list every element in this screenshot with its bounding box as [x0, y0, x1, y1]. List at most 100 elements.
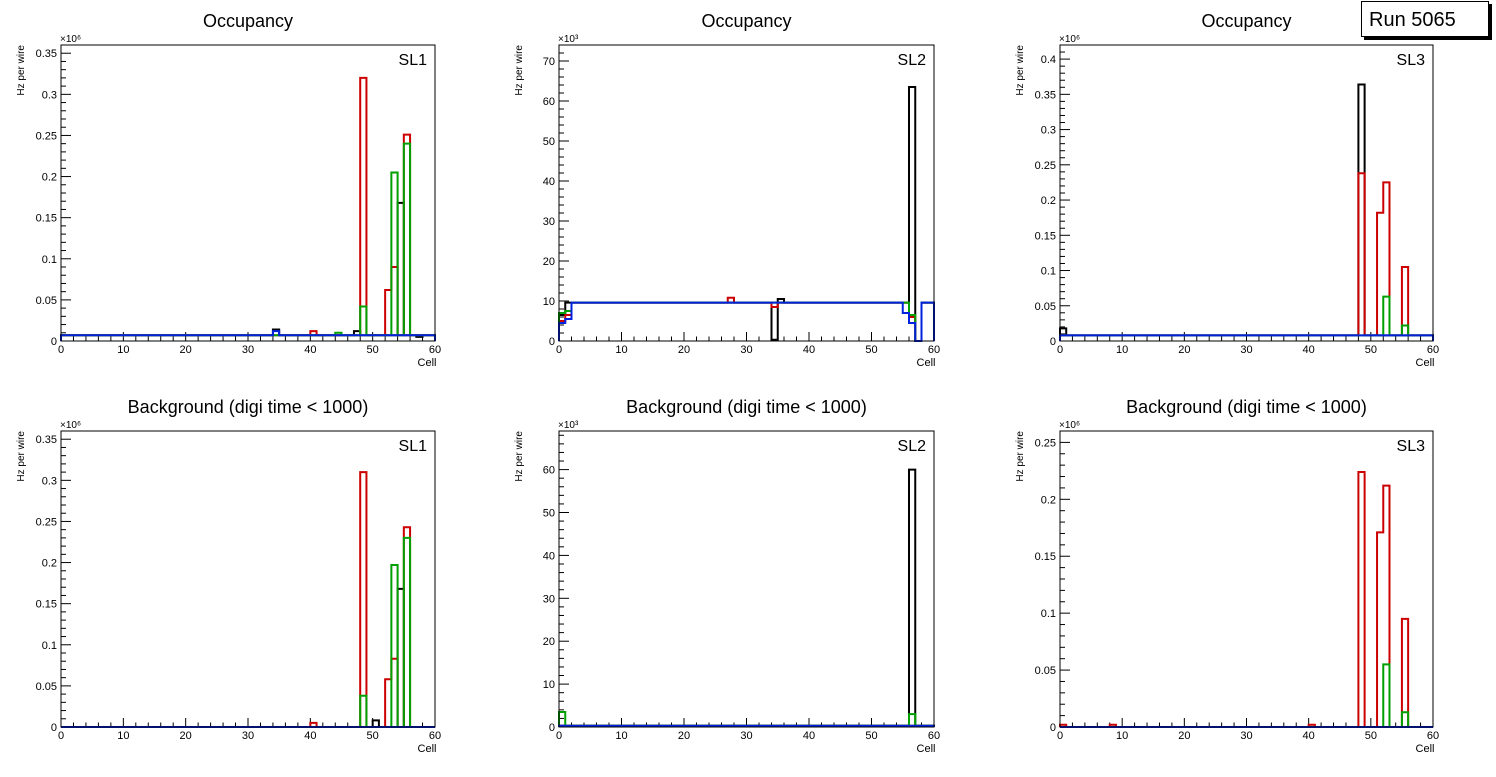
x-tick-label: 10: [1116, 730, 1128, 742]
x-tick-label: 30: [740, 730, 752, 742]
x-tick-label: 60: [928, 730, 940, 742]
plot-frame: [1059, 44, 1434, 342]
chart-bkg-sl2: Background (digi time < 1000) SL2 ×10³ Cell…: [514, 397, 940, 755]
y-tick-label: 0.1: [1041, 266, 1056, 278]
x-tick-label: 50: [1365, 344, 1377, 356]
y-axis-label: Hz per wire: [514, 45, 525, 96]
y-tick-label: 0: [549, 336, 555, 348]
x-tick-label: 10: [615, 344, 627, 356]
x-tick-label: 0: [556, 730, 562, 742]
y-tick-label: 0.2: [1041, 494, 1056, 506]
y-tick-label: 40: [543, 176, 555, 188]
series-layer2: [1059, 470, 1433, 728]
chart-title: Background (digi time < 1000): [626, 397, 867, 417]
x-tick-label: 30: [242, 344, 254, 356]
y-tick-label: 0: [1050, 722, 1056, 734]
x-tick-label: 40: [304, 730, 316, 742]
y-tick-label: 0: [549, 722, 555, 734]
y-tick-label: 0.15: [36, 213, 57, 225]
y-tick-label: 50: [543, 136, 555, 148]
y-axis-label: Hz per wire: [16, 45, 27, 96]
y-tick-label: 30: [543, 216, 555, 228]
y-tick-label: 0.15: [36, 599, 57, 611]
panel-label: SL2: [898, 438, 927, 455]
y-exponent: ×10⁶: [60, 420, 81, 431]
panel-label: SL1: [399, 52, 428, 69]
x-tick-label: 60: [429, 730, 441, 742]
chart-title: Occupancy: [203, 11, 293, 31]
y-tick-label: 0.3: [42, 89, 57, 101]
y-tick-label: 0: [51, 722, 57, 734]
x-tick-label: 20: [1178, 730, 1190, 742]
y-tick-label: 0.1: [42, 254, 57, 266]
y-tick-label: 0.05: [36, 295, 57, 307]
y-tick-label: 0.15: [1035, 551, 1056, 563]
y-tick-label: 0.3: [1041, 125, 1056, 137]
y-tick-label: 0.25: [36, 130, 57, 142]
y-tick-label: 0.05: [36, 681, 57, 693]
y-tick-label: 20: [543, 636, 555, 648]
x-tick-label: 0: [556, 344, 562, 356]
y-tick-label: 0: [1050, 336, 1056, 348]
x-tick-label: 50: [367, 344, 379, 356]
y-tick-label: 60: [543, 96, 555, 108]
y-exponent: ×10³: [558, 34, 579, 45]
chart-title: Occupancy: [701, 11, 791, 31]
y-tick-label: 0.2: [42, 172, 57, 184]
x-tick-label: 40: [1303, 344, 1315, 356]
panel-label: SL1: [399, 438, 428, 455]
y-exponent: ×10³: [558, 420, 579, 431]
y-tick-label: 20: [543, 256, 555, 268]
y-axis-label: Hz per wire: [1015, 431, 1026, 482]
series-layer4: [558, 301, 935, 342]
series-layer2: [1059, 172, 1434, 341]
x-tick-label: 60: [429, 344, 441, 356]
series-layer3: [60, 142, 436, 341]
y-tick-label: 30: [543, 593, 555, 605]
series-layer4: [60, 330, 436, 341]
x-tick-label: 60: [1427, 344, 1439, 356]
series-layer4: [558, 724, 935, 727]
chart-occ-sl2: Occupancy SL2 ×10³ Cell Hz per wire 0 10 20 30 40…: [514, 11, 940, 369]
series-layer4: [1059, 334, 1434, 341]
y-tick-label: 0.05: [1035, 665, 1056, 677]
plot-frame: [60, 430, 436, 728]
x-tick-label: 60: [928, 344, 940, 356]
series-layer3: [61, 536, 435, 728]
plot-frame: [558, 430, 935, 728]
x-axis-label: Cell: [917, 743, 936, 755]
chart-title: Occupancy: [1201, 11, 1291, 31]
x-tick-label: 20: [180, 730, 192, 742]
y-tick-label: 0.05: [1035, 301, 1056, 313]
x-tick-label: 10: [117, 730, 129, 742]
x-axis-label: Cell: [1416, 357, 1435, 369]
y-tick-label: 0.35: [36, 434, 57, 446]
x-tick-label: 30: [1240, 344, 1252, 356]
x-axis-label: Cell: [418, 357, 437, 369]
y-tick-label: 60: [543, 465, 555, 477]
y-tick-label: 10: [543, 679, 555, 691]
panel-label: SL3: [1397, 438, 1426, 455]
y-tick-label: 0.2: [42, 558, 57, 570]
y-tick-label: 0.25: [1035, 160, 1056, 172]
x-tick-label: 10: [1116, 344, 1128, 356]
y-tick-label: 0.15: [1035, 230, 1056, 242]
panel-label: SL2: [898, 52, 927, 69]
series-layer1: [558, 468, 935, 727]
x-tick-label: 10: [615, 730, 627, 742]
x-tick-label: 0: [1057, 730, 1063, 742]
x-tick-label: 50: [1365, 730, 1377, 742]
plot-frame: [1059, 430, 1434, 728]
y-tick-label: 10: [543, 296, 555, 308]
y-tick-label: 0.3: [42, 475, 57, 487]
y-tick-label: 0.25: [1035, 437, 1056, 449]
x-tick-label: 30: [242, 730, 254, 742]
x-tick-label: 30: [1240, 730, 1252, 742]
chart-bkg-sl1: Background (digi time < 1000) SL1 ×10⁶ Cell…: [16, 397, 441, 755]
run-label: Run 5065: [1361, 1, 1489, 37]
x-tick-label: 20: [180, 344, 192, 356]
x-tick-label: 0: [1057, 344, 1063, 356]
y-exponent: ×10⁶: [60, 34, 81, 45]
x-tick-label: 20: [678, 730, 690, 742]
